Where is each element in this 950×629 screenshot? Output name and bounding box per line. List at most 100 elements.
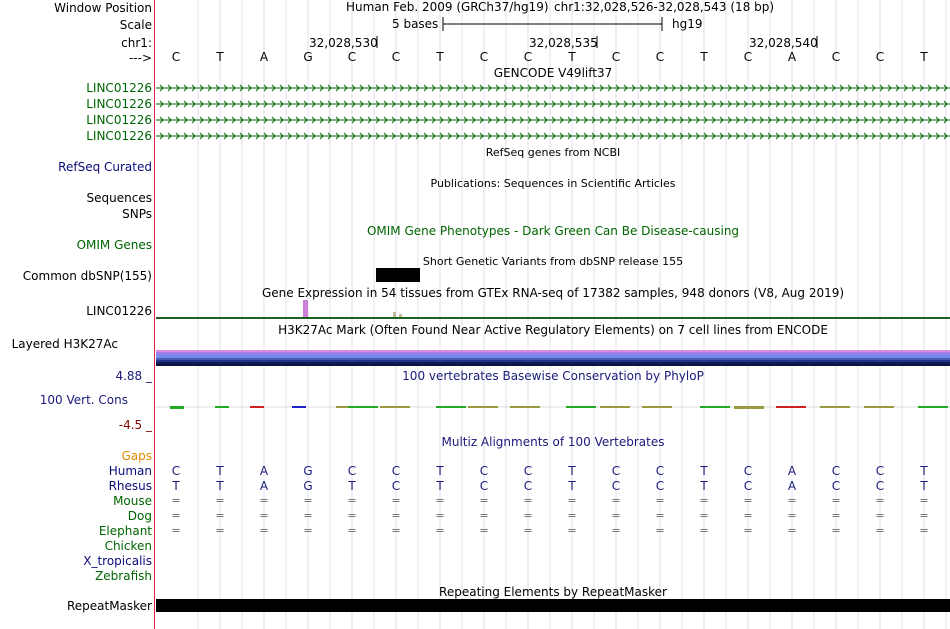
omim-label[interactable]: OMIM Genes xyxy=(76,238,152,252)
strand-chevron xyxy=(783,116,788,124)
gencode-gene-label[interactable]: LINC01226 xyxy=(86,113,152,127)
strand-chevron xyxy=(535,100,540,108)
strand-chevron xyxy=(215,84,220,92)
snps-label[interactable]: SNPs xyxy=(122,207,152,221)
strand-chevron xyxy=(191,132,196,140)
species-label[interactable]: Mouse xyxy=(113,494,152,508)
strand-chevron xyxy=(895,100,900,108)
base-letter: C xyxy=(391,50,401,64)
strand-chevron xyxy=(703,84,708,92)
base-letter: C xyxy=(347,50,357,64)
publications-label[interactable]: Sequences xyxy=(86,191,152,205)
repeat-feature[interactable] xyxy=(156,599,950,612)
strand-chevron xyxy=(391,132,396,140)
strand-chevron xyxy=(687,132,692,140)
alignment-base: C xyxy=(875,464,885,478)
gtex-label[interactable]: LINC01226 xyxy=(86,304,152,318)
strand-chevron xyxy=(175,132,180,140)
strand-chevron xyxy=(471,132,476,140)
strand-chevron xyxy=(583,132,588,140)
strand-chevron xyxy=(935,84,940,92)
refseq-label[interactable]: RefSeq Curated xyxy=(58,160,152,174)
alignment-base: T xyxy=(348,479,356,493)
base-letter: T xyxy=(436,50,444,64)
strand-chevron xyxy=(239,100,244,108)
strand-chevron xyxy=(279,84,284,92)
strand-chevron xyxy=(175,116,180,124)
strand-chevron xyxy=(927,116,932,124)
omim-title: OMIM Gene Phenotypes - Dark Green Can Be… xyxy=(366,224,740,238)
snp-feature[interactable] xyxy=(376,268,420,282)
alignment-base: T xyxy=(920,479,928,493)
strand-chevron xyxy=(623,84,628,92)
strand-chevron xyxy=(375,100,380,108)
alignment-base: = xyxy=(699,509,709,522)
strand-chevron xyxy=(647,132,652,140)
strand-chevron xyxy=(551,132,556,140)
base-letter: C xyxy=(611,50,621,64)
strand-chevron xyxy=(911,116,916,124)
species-label[interactable]: Rhesus xyxy=(108,479,152,493)
species-label[interactable]: Human xyxy=(108,464,152,478)
strand-chevron xyxy=(719,100,724,108)
alignment-base: = xyxy=(303,494,313,507)
position-text[interactable]: chr1:32,028,526-32,028,543 (18 bp) xyxy=(554,0,775,14)
strand-chevron xyxy=(655,100,660,108)
alignment-base: C xyxy=(171,464,181,478)
strand-chevron xyxy=(767,116,772,124)
strand-chevron xyxy=(903,84,908,92)
phylop-bar xyxy=(776,406,806,408)
h3k27ac-band xyxy=(156,354,950,356)
alignment-base: = xyxy=(435,524,445,537)
strand-chevron xyxy=(935,100,940,108)
dbsnp-label[interactable]: Common dbSNP(155) xyxy=(22,269,152,283)
strand-chevron xyxy=(223,116,228,124)
strand-chevron xyxy=(703,100,708,108)
strand-chevron xyxy=(431,84,436,92)
alignment-base: = xyxy=(919,524,929,537)
phylop-label[interactable]: 100 Vert. Cons xyxy=(39,393,128,407)
strand-chevron xyxy=(343,84,348,92)
strand-chevron xyxy=(447,84,452,92)
base-letter: C xyxy=(479,50,489,64)
strand-chevron xyxy=(583,84,588,92)
species-label[interactable]: Dog xyxy=(127,509,152,523)
species-label[interactable]: Chicken xyxy=(104,539,152,553)
strand-chevron xyxy=(527,116,532,124)
strand-chevron xyxy=(551,116,556,124)
gencode-gene-label[interactable]: LINC01226 xyxy=(86,97,152,111)
phylop-max: 4.88 _ xyxy=(115,369,152,383)
strand-chevron xyxy=(279,116,284,124)
strand-chevron xyxy=(615,100,620,108)
h3k27ac-label[interactable]: Layered H3K27Ac xyxy=(11,337,118,351)
strand-chevron xyxy=(407,132,412,140)
strand-chevron xyxy=(735,132,740,140)
strand-chevron xyxy=(487,84,492,92)
strand-chevron xyxy=(343,116,348,124)
alignment-base: = xyxy=(347,524,357,537)
strand-chevron xyxy=(511,84,516,92)
species-label[interactable]: Zebrafish xyxy=(95,569,152,583)
repeatmasker-label[interactable]: RepeatMasker xyxy=(66,599,152,613)
strand-chevron xyxy=(511,132,516,140)
strand-chevron xyxy=(687,84,692,92)
strand-chevron xyxy=(191,116,196,124)
label-divider xyxy=(154,0,155,629)
strand-chevron xyxy=(751,84,756,92)
alignment-base: = xyxy=(611,524,621,537)
gencode-gene-label[interactable]: LINC01226 xyxy=(86,81,152,95)
strand-chevron xyxy=(727,84,732,92)
strand-chevron xyxy=(815,84,820,92)
strand-chevron xyxy=(183,132,188,140)
species-label[interactable]: X_tropicalis xyxy=(83,554,152,568)
strand-chevron xyxy=(319,100,324,108)
strand-chevron xyxy=(919,132,924,140)
species-label[interactable]: Elephant xyxy=(98,524,152,538)
strand-chevron xyxy=(823,116,828,124)
gencode-gene-label[interactable]: LINC01226 xyxy=(86,129,152,143)
strand-chevron xyxy=(679,116,684,124)
strand-chevron xyxy=(927,84,932,92)
strand-chevron xyxy=(895,116,900,124)
alignment-base: = xyxy=(743,509,753,522)
strand-chevron xyxy=(391,100,396,108)
